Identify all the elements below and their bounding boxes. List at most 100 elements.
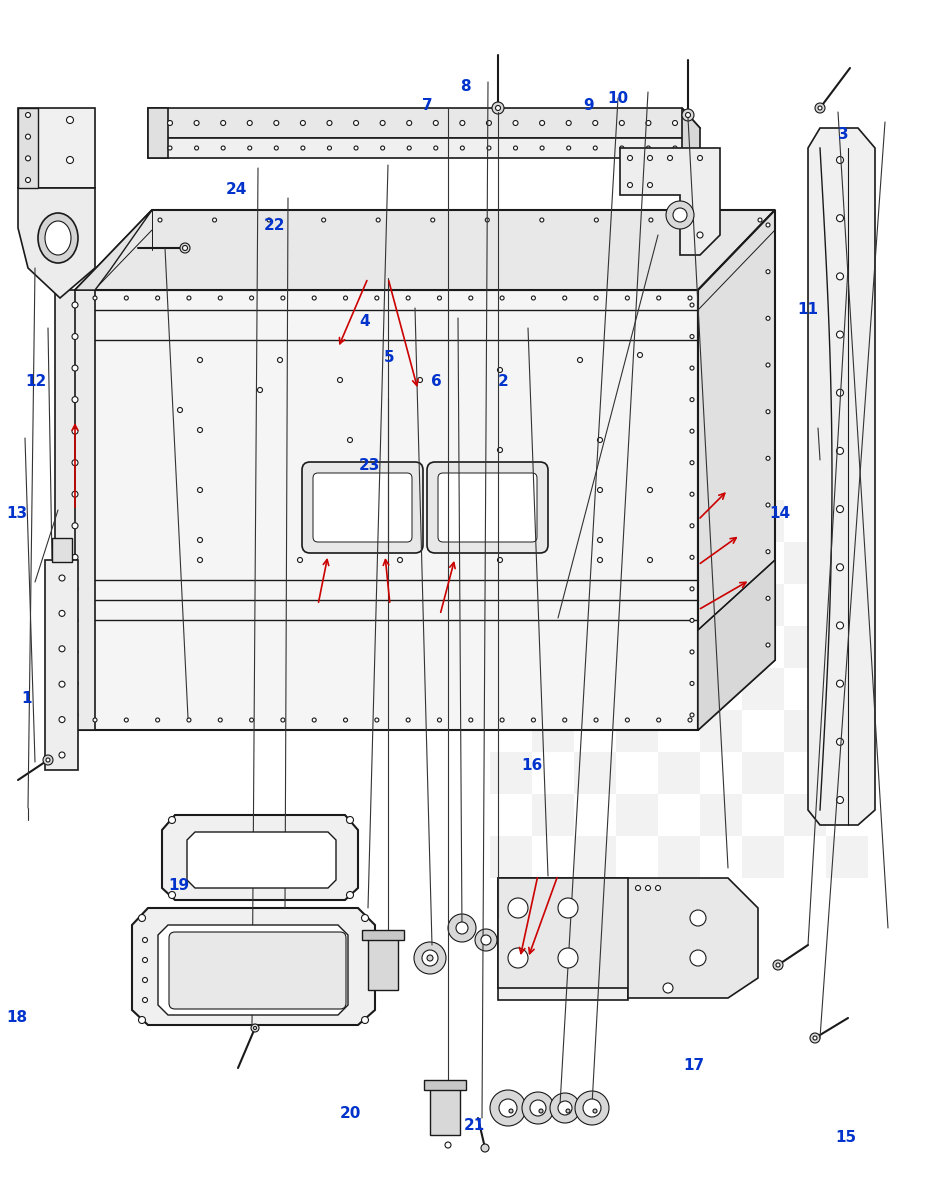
Circle shape	[539, 120, 544, 126]
Text: 23: 23	[359, 458, 380, 473]
Circle shape	[297, 558, 302, 563]
Circle shape	[656, 296, 660, 300]
Circle shape	[455, 922, 467, 934]
Circle shape	[183, 246, 188, 251]
Circle shape	[684, 113, 690, 118]
Circle shape	[26, 178, 30, 182]
Text: 6: 6	[430, 374, 442, 389]
Circle shape	[809, 1033, 819, 1043]
Circle shape	[474, 929, 497, 950]
Circle shape	[481, 1144, 488, 1152]
Bar	[783, 626, 825, 668]
Circle shape	[376, 218, 380, 222]
Circle shape	[687, 296, 691, 300]
Bar	[657, 752, 700, 794]
Circle shape	[27, 156, 33, 163]
Circle shape	[696, 232, 703, 238]
Circle shape	[635, 886, 640, 890]
Circle shape	[218, 718, 222, 722]
Text: 3: 3	[837, 127, 848, 142]
Circle shape	[347, 438, 352, 443]
Text: 9: 9	[583, 98, 594, 113]
Circle shape	[67, 156, 73, 163]
Bar	[700, 710, 742, 752]
Bar	[742, 500, 783, 542]
Text: 16: 16	[521, 758, 542, 773]
Circle shape	[663, 983, 672, 992]
Bar	[489, 584, 531, 626]
Circle shape	[177, 408, 183, 413]
Circle shape	[558, 1100, 571, 1115]
Circle shape	[143, 997, 148, 1002]
Polygon shape	[158, 925, 347, 1015]
Circle shape	[72, 523, 78, 529]
Circle shape	[72, 586, 78, 592]
Circle shape	[26, 156, 30, 161]
Circle shape	[646, 487, 652, 492]
Circle shape	[426, 955, 432, 961]
Circle shape	[540, 146, 544, 150]
Circle shape	[433, 120, 438, 126]
Circle shape	[689, 397, 693, 402]
Circle shape	[765, 503, 769, 506]
Bar	[531, 794, 573, 836]
Bar	[742, 584, 783, 626]
Polygon shape	[75, 290, 697, 730]
Polygon shape	[429, 1088, 460, 1135]
Circle shape	[772, 960, 783, 970]
Circle shape	[491, 102, 504, 114]
Bar	[700, 626, 742, 668]
Circle shape	[59, 682, 65, 688]
Text: 12: 12	[26, 374, 47, 389]
Circle shape	[343, 718, 347, 722]
Circle shape	[562, 296, 566, 300]
Circle shape	[500, 296, 504, 300]
Circle shape	[218, 296, 222, 300]
Circle shape	[672, 120, 677, 126]
Circle shape	[93, 718, 97, 722]
Circle shape	[250, 1024, 259, 1032]
Circle shape	[836, 272, 843, 280]
Circle shape	[619, 146, 624, 150]
Circle shape	[497, 487, 502, 492]
Circle shape	[836, 389, 843, 396]
Circle shape	[281, 296, 285, 300]
Circle shape	[380, 120, 385, 126]
Circle shape	[645, 886, 650, 890]
Text: 22: 22	[264, 218, 285, 233]
Bar	[573, 668, 615, 710]
Circle shape	[445, 1142, 450, 1148]
Bar	[573, 836, 615, 878]
Polygon shape	[148, 108, 700, 138]
Bar	[573, 584, 615, 626]
Bar	[573, 500, 615, 542]
Circle shape	[689, 910, 705, 926]
Circle shape	[380, 146, 385, 150]
Bar	[825, 584, 867, 626]
Circle shape	[27, 116, 33, 124]
Circle shape	[836, 448, 843, 455]
Circle shape	[529, 1100, 545, 1116]
Circle shape	[249, 296, 253, 300]
Circle shape	[300, 120, 305, 126]
Circle shape	[765, 456, 769, 461]
Circle shape	[597, 558, 602, 563]
Circle shape	[257, 388, 262, 392]
Circle shape	[666, 156, 672, 161]
Circle shape	[558, 898, 578, 918]
Polygon shape	[75, 210, 151, 290]
Circle shape	[221, 120, 226, 126]
Text: 17: 17	[683, 1058, 704, 1073]
Circle shape	[508, 1109, 512, 1112]
Circle shape	[507, 898, 527, 918]
Bar	[657, 668, 700, 710]
Circle shape	[72, 334, 78, 340]
Circle shape	[277, 358, 282, 362]
Text: 11: 11	[797, 302, 818, 317]
Bar	[615, 542, 657, 584]
Text: 7: 7	[421, 98, 432, 113]
Circle shape	[124, 296, 129, 300]
Polygon shape	[498, 878, 667, 988]
Circle shape	[72, 491, 78, 497]
Circle shape	[672, 208, 686, 222]
